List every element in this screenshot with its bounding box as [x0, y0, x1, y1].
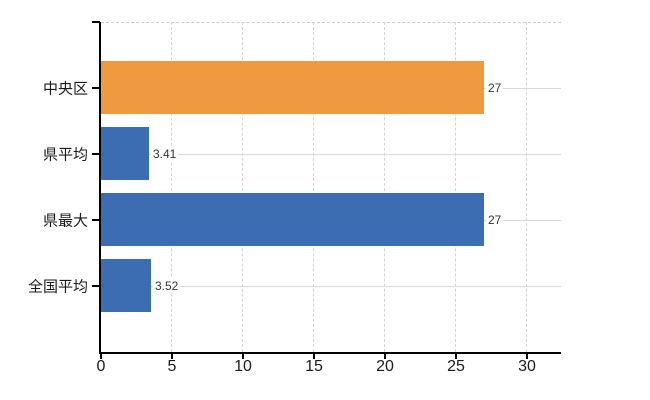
- bar-1: [101, 127, 149, 180]
- x-tick-label-20: 20: [376, 358, 394, 375]
- x-tick-label-0: 0: [96, 358, 106, 375]
- bar-value-label-2: 27: [486, 213, 504, 227]
- x-gridline-15: [313, 22, 315, 352]
- y-axis-tick-0: [92, 87, 100, 89]
- y-axis: [99, 22, 101, 354]
- category-label-3: 全国平均: [27, 278, 88, 296]
- x-tick-label-10: 10: [234, 358, 252, 375]
- x-axis-tick-15: [313, 354, 315, 359]
- x-tick-label-15: 15: [305, 358, 323, 375]
- y-axis-tick-3: [92, 285, 100, 287]
- bar-3: [101, 259, 151, 312]
- y-axis-tick-2: [92, 219, 100, 221]
- category-label-1: 県平均: [42, 146, 88, 164]
- bar-value-label-1: 3.41: [151, 147, 179, 161]
- x-gridline-5: [171, 22, 173, 352]
- plot-top-boundary: [101, 22, 561, 23]
- bar-0: [101, 61, 484, 114]
- x-axis-tick-30: [526, 354, 528, 359]
- y-axis-top-tick: [92, 21, 100, 23]
- x-axis-tick-20: [384, 354, 386, 359]
- x-gridline-30: [526, 22, 528, 352]
- bar-2: [101, 193, 484, 246]
- bar-value-label-0: 27: [486, 81, 504, 95]
- y-gridline-1: [101, 154, 561, 155]
- x-axis-tick-0: [100, 354, 102, 359]
- x-axis: [99, 352, 561, 354]
- x-axis-tick-10: [242, 354, 244, 359]
- x-axis-tick-25: [455, 354, 457, 359]
- x-axis-tick-5: [171, 354, 173, 359]
- category-label-0: 中央区: [42, 80, 88, 98]
- x-tick-label-25: 25: [447, 358, 465, 375]
- y-axis-tick-1: [92, 153, 100, 155]
- x-tick-label-5: 5: [167, 358, 177, 375]
- x-gridline-25: [455, 22, 457, 352]
- x-tick-label-30: 30: [518, 358, 536, 375]
- x-gridline-10: [242, 22, 244, 352]
- category-label-2: 県最大: [42, 212, 88, 230]
- bar-value-label-3: 3.52: [153, 279, 181, 293]
- y-gridline-3: [101, 286, 561, 287]
- x-gridline-20: [384, 22, 386, 352]
